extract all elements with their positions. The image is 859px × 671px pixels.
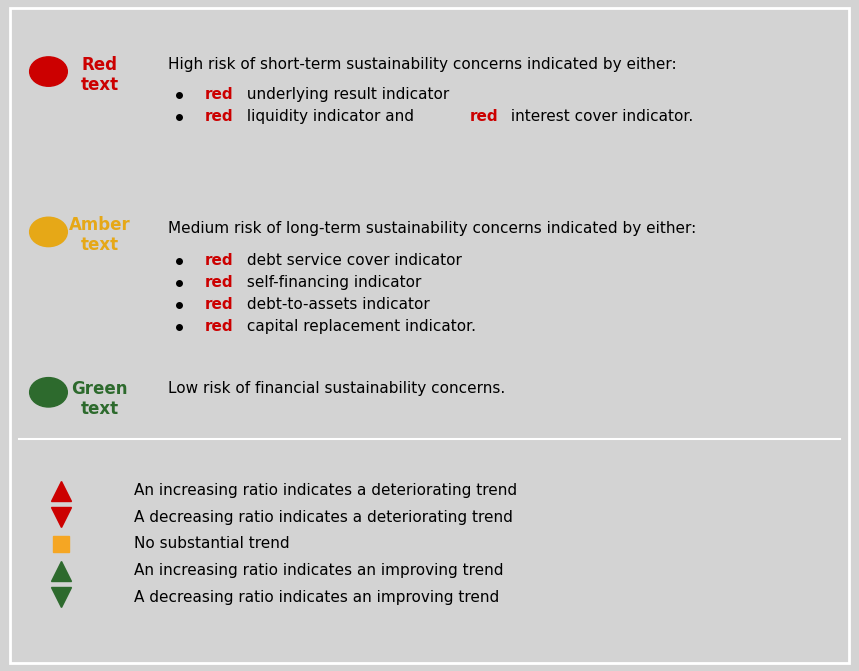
Text: red: red xyxy=(205,109,234,125)
Text: An increasing ratio indicates a deteriorating trend: An increasing ratio indicates a deterior… xyxy=(134,483,517,498)
Text: red: red xyxy=(205,297,234,312)
FancyBboxPatch shape xyxy=(10,8,849,663)
Text: red: red xyxy=(205,319,234,334)
Text: interest cover indicator.: interest cover indicator. xyxy=(506,109,693,125)
Text: red: red xyxy=(205,275,234,291)
Text: red: red xyxy=(470,109,498,125)
Text: red: red xyxy=(205,253,234,268)
Text: liquidity indicator and: liquidity indicator and xyxy=(242,109,419,125)
Text: A decreasing ratio indicates a deteriorating trend: A decreasing ratio indicates a deteriora… xyxy=(134,510,513,525)
Text: Red: Red xyxy=(82,56,118,74)
Text: text: text xyxy=(81,400,119,418)
Text: text: text xyxy=(81,76,119,94)
Text: self-financing indicator: self-financing indicator xyxy=(242,275,422,291)
Text: Green: Green xyxy=(71,380,128,398)
Text: red: red xyxy=(205,87,234,103)
Text: A decreasing ratio indicates an improving trend: A decreasing ratio indicates an improvin… xyxy=(134,590,499,605)
Text: Medium risk of long-term sustainability concerns indicated by either:: Medium risk of long-term sustainability … xyxy=(168,221,697,236)
Circle shape xyxy=(30,57,67,87)
Text: debt-to-assets indicator: debt-to-assets indicator xyxy=(242,297,430,312)
Text: Low risk of financial sustainability concerns.: Low risk of financial sustainability con… xyxy=(168,381,506,397)
Text: High risk of short-term sustainability concerns indicated by either:: High risk of short-term sustainability c… xyxy=(168,57,677,72)
Text: underlying result indicator: underlying result indicator xyxy=(242,87,449,103)
Text: debt service cover indicator: debt service cover indicator xyxy=(242,253,462,268)
Text: No substantial trend: No substantial trend xyxy=(134,537,289,552)
Circle shape xyxy=(30,378,67,407)
Text: text: text xyxy=(81,236,119,254)
Text: Amber: Amber xyxy=(69,216,131,234)
Circle shape xyxy=(30,217,67,247)
Text: capital replacement indicator.: capital replacement indicator. xyxy=(242,319,476,334)
Text: An increasing ratio indicates an improving trend: An increasing ratio indicates an improvi… xyxy=(134,563,503,578)
